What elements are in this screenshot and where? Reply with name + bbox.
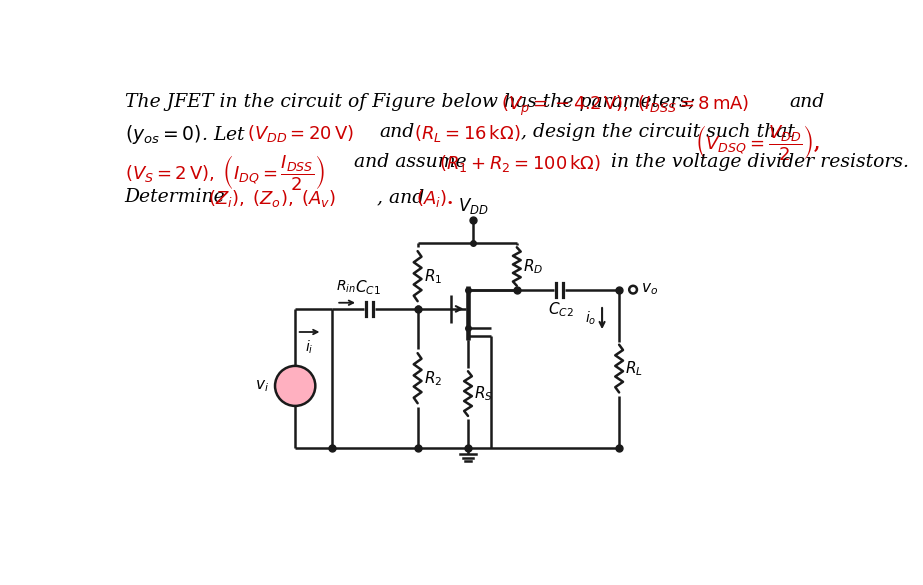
Text: and assume: and assume bbox=[354, 153, 467, 171]
Text: , and: , and bbox=[378, 188, 425, 206]
Text: $(R_L = 16\,\mathrm{k}\Omega)$: $(R_L = 16\,\mathrm{k}\Omega)$ bbox=[414, 123, 521, 143]
Text: $R_L$: $R_L$ bbox=[625, 359, 643, 378]
Text: $(V_{DD} = 20\,\mathrm{V})$: $(V_{DD} = 20\,\mathrm{V})$ bbox=[247, 123, 354, 143]
Text: −: − bbox=[288, 370, 303, 388]
Text: +: + bbox=[289, 386, 302, 400]
Text: $\left(V_{DSQ} = \dfrac{V_{DD}}{2}\right)$,: $\left(V_{DSQ} = \dfrac{V_{DD}}{2}\right… bbox=[695, 123, 820, 161]
Text: $C_{C2}$: $C_{C2}$ bbox=[548, 301, 574, 319]
Text: $(V_p = -4.2\,\mathrm{V}),\;(I_{DSS} = 8\,\mathrm{mA})$: $(V_p = -4.2\,\mathrm{V}),\;(I_{DSS} = 8… bbox=[501, 93, 749, 118]
Text: $(A_i)$.: $(A_i)$. bbox=[416, 188, 453, 209]
Text: $R_1$: $R_1$ bbox=[424, 267, 442, 285]
Text: $R_D$: $R_D$ bbox=[523, 257, 544, 276]
Circle shape bbox=[275, 366, 316, 406]
Text: $C_{C1}$: $C_{C1}$ bbox=[355, 278, 381, 297]
Text: and: and bbox=[378, 123, 414, 140]
Text: $(V_S = 2\,\mathrm{V}),\;\left(I_{DQ} = \dfrac{I_{DSS}}{2}\right)$: $(V_S = 2\,\mathrm{V}),\;\left(I_{DQ} = … bbox=[125, 153, 325, 192]
Text: $i_i$: $i_i$ bbox=[305, 338, 314, 356]
Text: $R_S$: $R_S$ bbox=[474, 384, 493, 403]
Text: $v_o$: $v_o$ bbox=[641, 282, 658, 298]
Circle shape bbox=[629, 286, 637, 294]
Text: in the voltage divider resistors.: in the voltage divider resistors. bbox=[611, 153, 909, 171]
Text: Determine: Determine bbox=[125, 188, 232, 206]
Text: $R_{in}$: $R_{in}$ bbox=[336, 278, 356, 295]
Text: $v_i$: $v_i$ bbox=[255, 378, 269, 394]
Text: , design the circuit such that: , design the circuit such that bbox=[521, 123, 796, 140]
Text: $R_2$: $R_2$ bbox=[424, 369, 442, 387]
Text: and: and bbox=[789, 93, 825, 111]
Text: $(y_{os} = 0)$. Let: $(y_{os} = 0)$. Let bbox=[125, 123, 246, 146]
Text: $(Z_i),\;(Z_o),\;(A_v)$: $(Z_i),\;(Z_o),\;(A_v)$ bbox=[209, 188, 336, 209]
Text: $i_o$: $i_o$ bbox=[584, 310, 596, 327]
Text: The JFET in the circuit of Figure below has the parameters;: The JFET in the circuit of Figure below … bbox=[125, 93, 701, 111]
Text: $(R_1 + R_2 = 100\,\mathrm{k}\Omega)$: $(R_1 + R_2 = 100\,\mathrm{k}\Omega)$ bbox=[439, 153, 602, 174]
Text: $V_{DD}$: $V_{DD}$ bbox=[458, 197, 489, 216]
